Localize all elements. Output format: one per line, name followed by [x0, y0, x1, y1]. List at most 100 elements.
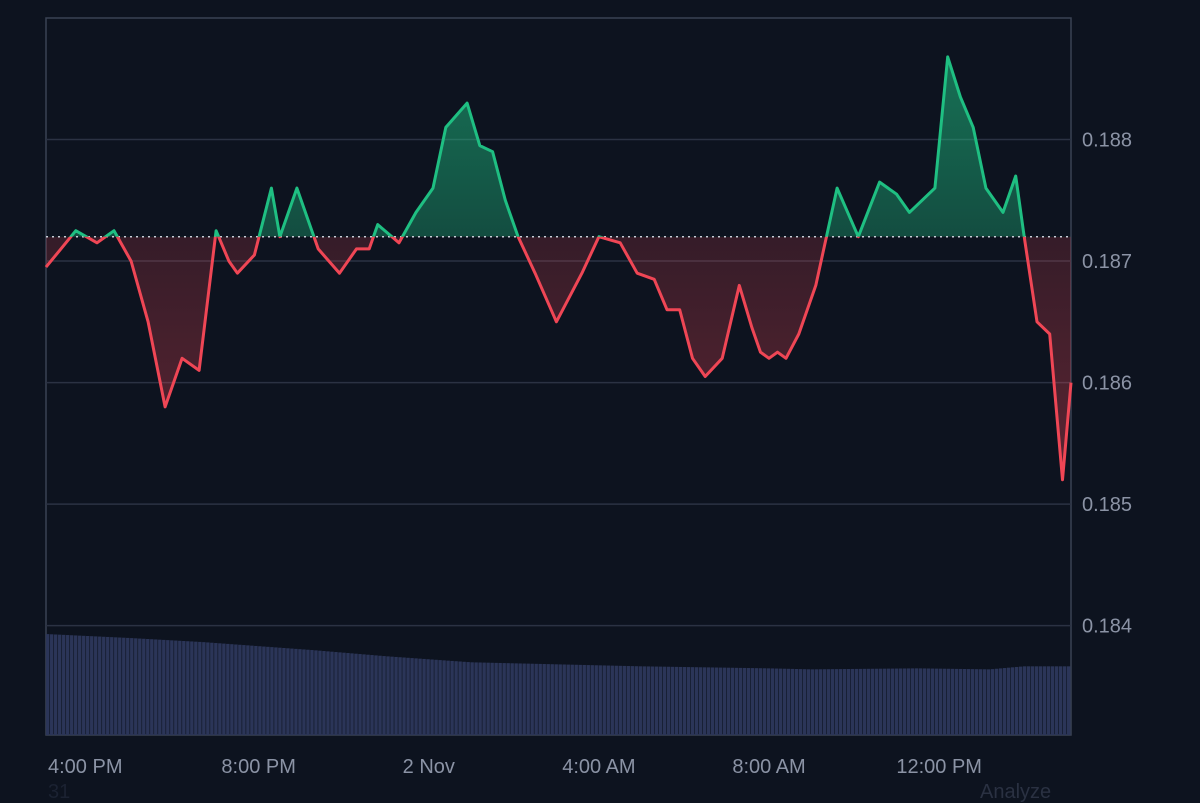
- volume-bar: [974, 669, 979, 735]
- volume-bar: [290, 648, 294, 735]
- volume-bar: [402, 657, 406, 735]
- volume-bar: [798, 669, 803, 735]
- volume-bar: [470, 662, 474, 735]
- volume-bar: [814, 669, 819, 735]
- volume-bar: [190, 641, 194, 735]
- volume-bar: [870, 668, 875, 735]
- volume-bar: [70, 635, 74, 735]
- price-area-above-baseline: [46, 56, 1071, 237]
- volume-bar: [954, 668, 959, 735]
- volume-bar: [742, 667, 747, 735]
- volume-bar: [838, 669, 843, 735]
- volume-bar: [606, 665, 610, 735]
- volume-bar: [582, 664, 586, 735]
- volume-bar: [610, 665, 614, 735]
- volume-bar: [878, 668, 883, 735]
- volume-bar: [414, 658, 418, 735]
- volume-bar: [138, 638, 142, 735]
- volume-bar: [586, 665, 590, 735]
- x-tick-label: 8:00 AM: [732, 756, 805, 778]
- volume-bar: [650, 666, 654, 735]
- volume-bar: [862, 668, 867, 735]
- volume-bar: [238, 644, 242, 735]
- volume-bar: [978, 669, 983, 735]
- volume-bar: [514, 663, 518, 735]
- analyze-link[interactable]: Analyze: [980, 781, 1052, 803]
- volume-bar: [614, 665, 618, 735]
- volume-bar: [746, 668, 751, 735]
- volume-bar: [206, 642, 210, 735]
- volume-bar: [330, 651, 334, 735]
- volume-bar: [466, 662, 470, 735]
- volume-bar: [946, 668, 951, 735]
- volume-bar: [594, 665, 598, 735]
- y-axis-ticks: 0.184 0.185 0.186 0.187 0.188: [1082, 130, 1132, 638]
- volume-bar: [258, 646, 262, 735]
- volume-bar: [174, 640, 178, 735]
- volume-bar: [62, 634, 66, 735]
- volume-bar: [982, 669, 987, 735]
- volume-bar: [630, 666, 634, 735]
- volume-bar: [782, 668, 787, 735]
- volume-bar: [442, 660, 446, 735]
- volume-bar: [770, 668, 775, 735]
- volume-bar: [246, 645, 250, 735]
- volume-bar: [46, 634, 50, 735]
- volume-bar: [522, 663, 526, 735]
- day-label: 31: [48, 781, 71, 803]
- volume-bar: [690, 667, 695, 735]
- volume-bar: [898, 668, 903, 735]
- volume-bar: [754, 668, 759, 735]
- volume-bar: [170, 640, 174, 735]
- volume-bar: [282, 647, 286, 735]
- volume-bar: [486, 662, 490, 735]
- volume-bar: [490, 662, 494, 735]
- x-tick-label: 8:00 PM: [221, 756, 295, 778]
- volume-bar: [910, 668, 915, 735]
- volume-bar: [82, 635, 86, 735]
- volume-bar: [1014, 666, 1019, 735]
- volume-bar: [210, 642, 214, 735]
- volume-bar: [358, 654, 362, 735]
- volume-bar: [774, 668, 779, 735]
- volume-bar: [434, 659, 438, 735]
- volume-bar: [578, 664, 582, 735]
- volume-bar: [450, 660, 454, 735]
- volume-bar: [86, 635, 90, 735]
- volume-bar: [382, 656, 386, 735]
- volume-bar: [294, 648, 298, 735]
- volume-bar: [526, 663, 530, 735]
- volume-bar: [1030, 666, 1035, 735]
- volume-bar: [90, 636, 94, 735]
- volume-bar: [254, 645, 258, 735]
- volume-bar: [854, 668, 859, 735]
- volume-bar: [654, 666, 658, 735]
- volume-bar: [778, 668, 783, 735]
- volume-bar: [426, 659, 430, 735]
- y-tick-label: 0.186: [1082, 373, 1132, 395]
- volume-bar: [334, 652, 338, 735]
- volume-bar: [342, 652, 346, 735]
- volume-bar: [858, 668, 863, 735]
- volume-bar: [646, 666, 650, 735]
- volume-bar: [354, 653, 358, 735]
- volume-bar: [214, 643, 218, 735]
- volume-bars: [46, 634, 1071, 735]
- volume-bar: [142, 638, 146, 735]
- x-tick-label: 2 Nov: [403, 756, 455, 778]
- volume-bar: [154, 639, 158, 735]
- volume-bar: [386, 656, 390, 735]
- volume-bar: [1010, 667, 1015, 735]
- volume-bar: [922, 668, 927, 735]
- volume-bar: [134, 638, 138, 735]
- volume-bar: [106, 636, 110, 735]
- volume-bar: [234, 644, 238, 735]
- volume-bar: [454, 661, 458, 735]
- volume-bar: [894, 668, 899, 735]
- volume-bar: [698, 667, 703, 735]
- volume-bar: [574, 664, 578, 735]
- volume-bar: [990, 669, 995, 735]
- volume-bar: [562, 664, 566, 735]
- volume-bar: [802, 669, 807, 735]
- volume-bar: [310, 650, 314, 735]
